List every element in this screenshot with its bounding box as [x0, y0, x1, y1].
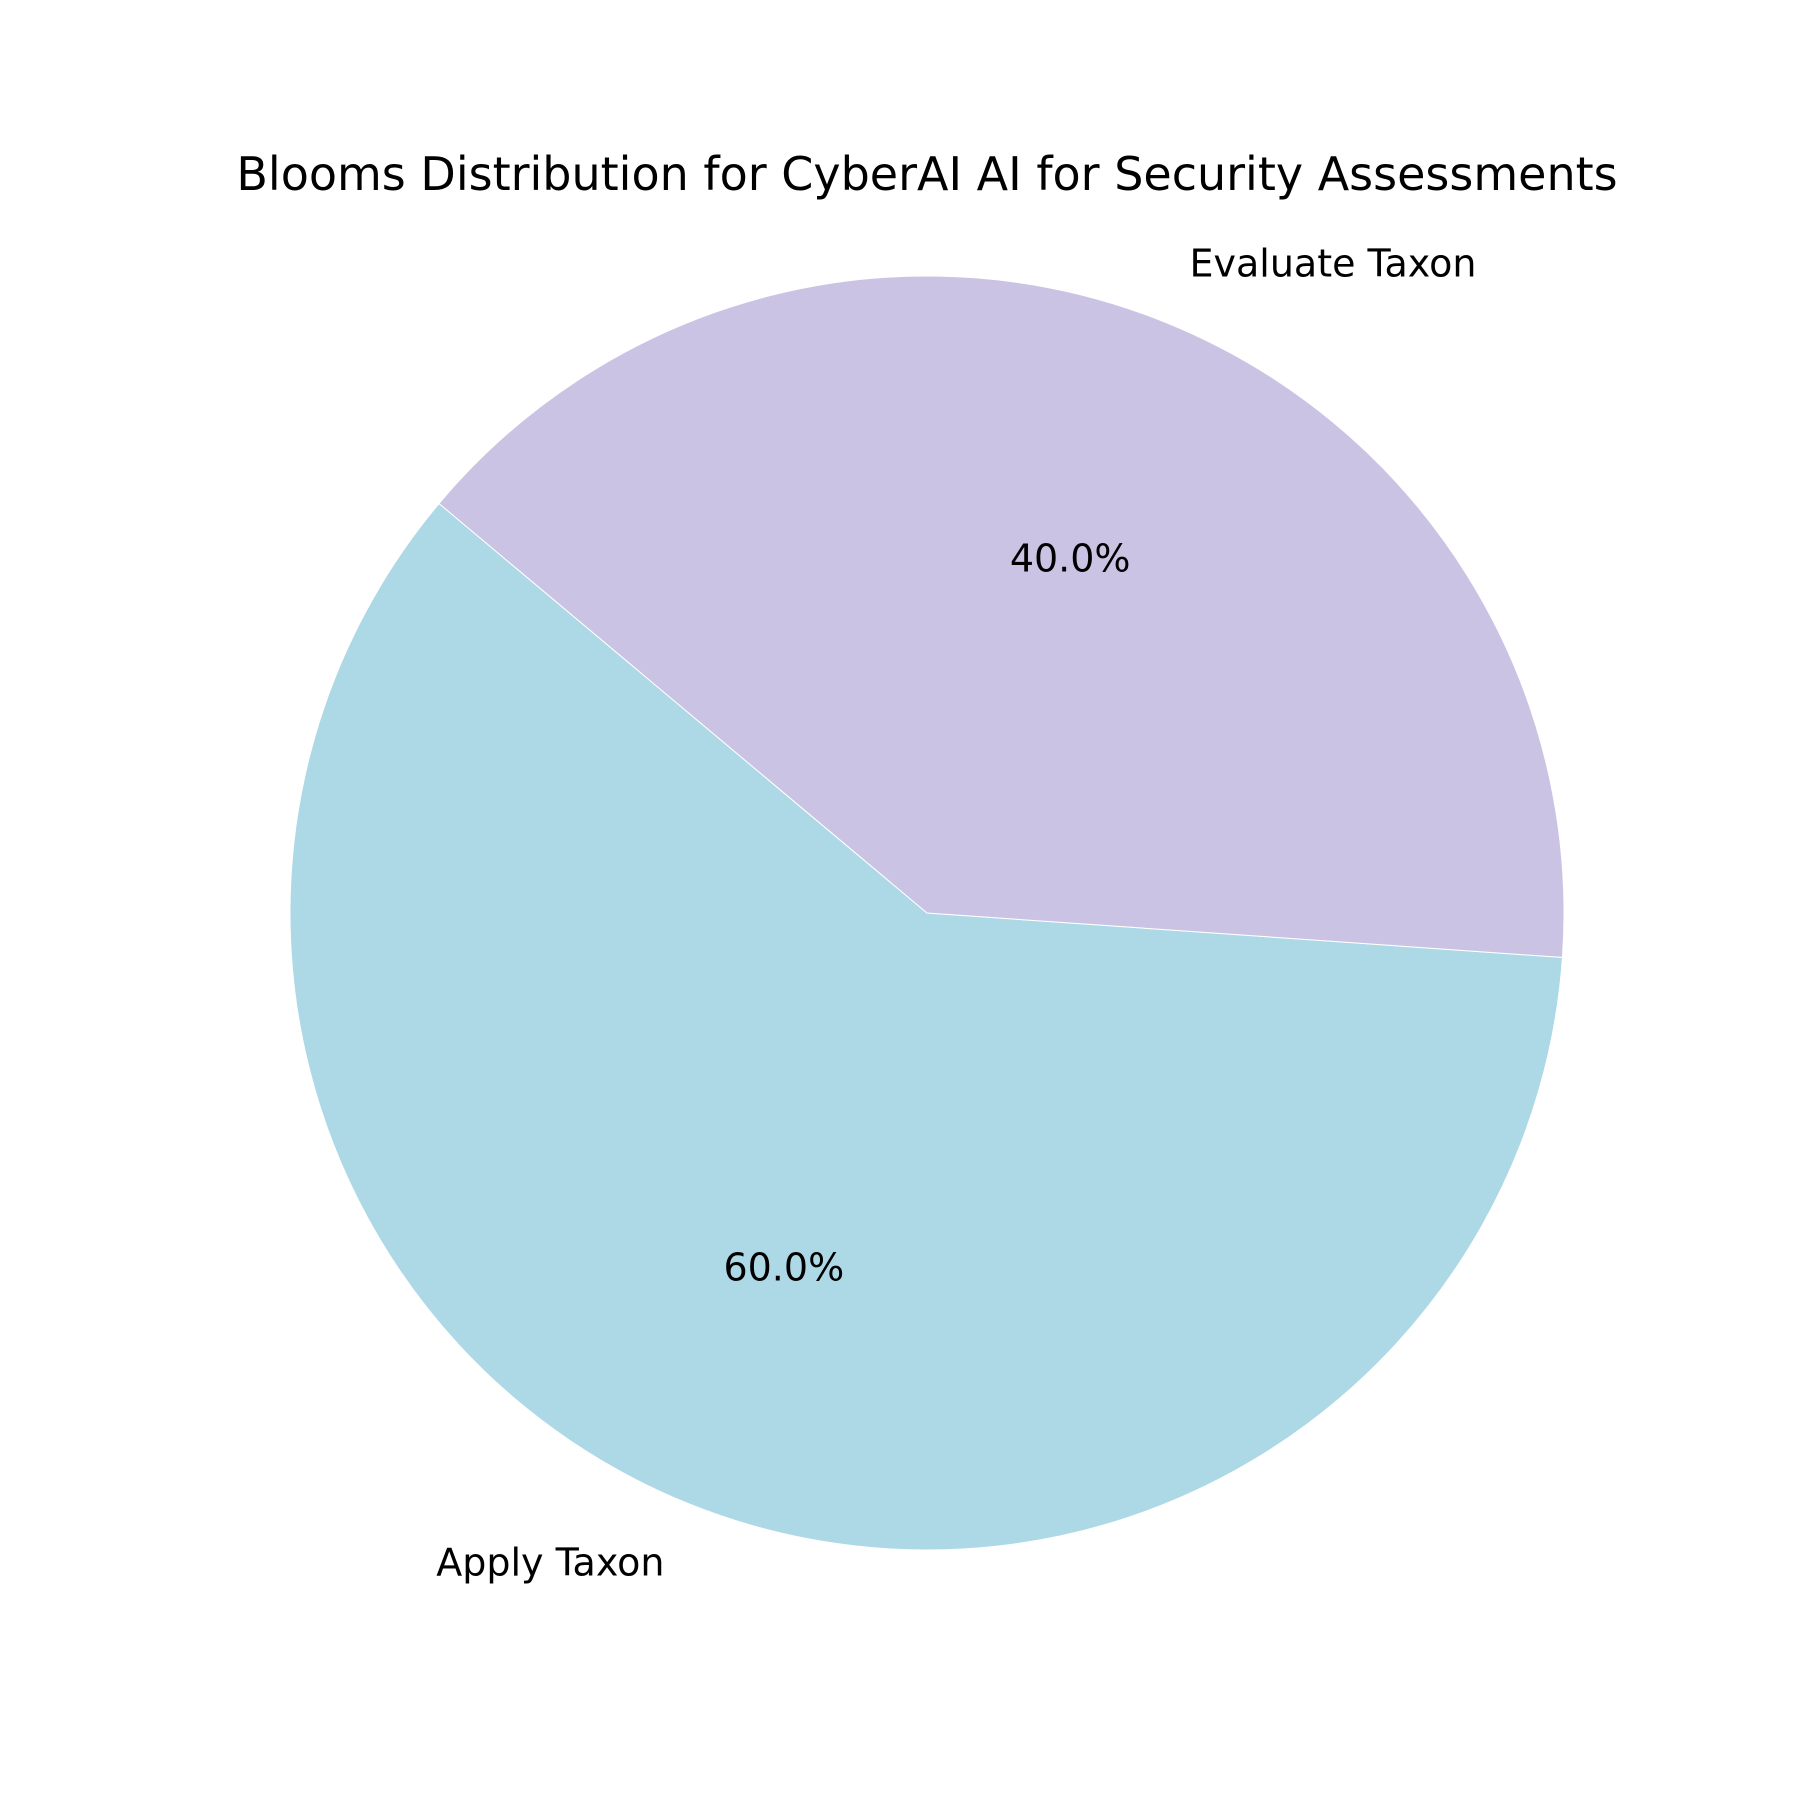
chart-title: Blooms Distribution for CyberAI AI for S…: [236, 147, 1617, 201]
pie-slices: [289, 275, 1565, 1551]
slice-percent-label: 40.0%: [1010, 537, 1131, 581]
slice-label: Evaluate Taxon: [1189, 241, 1476, 285]
pie-labels: Apply Taxon 60.0% Evaluate Taxon 40.0%: [436, 241, 1476, 1584]
slice-label: Apply Taxon: [436, 1541, 664, 1585]
slice-percent-label: 60.0%: [723, 1245, 844, 1289]
pie-slice-evaluate-taxon: [438, 275, 1565, 958]
pie-slice-apply-taxon: [289, 502, 1563, 1551]
